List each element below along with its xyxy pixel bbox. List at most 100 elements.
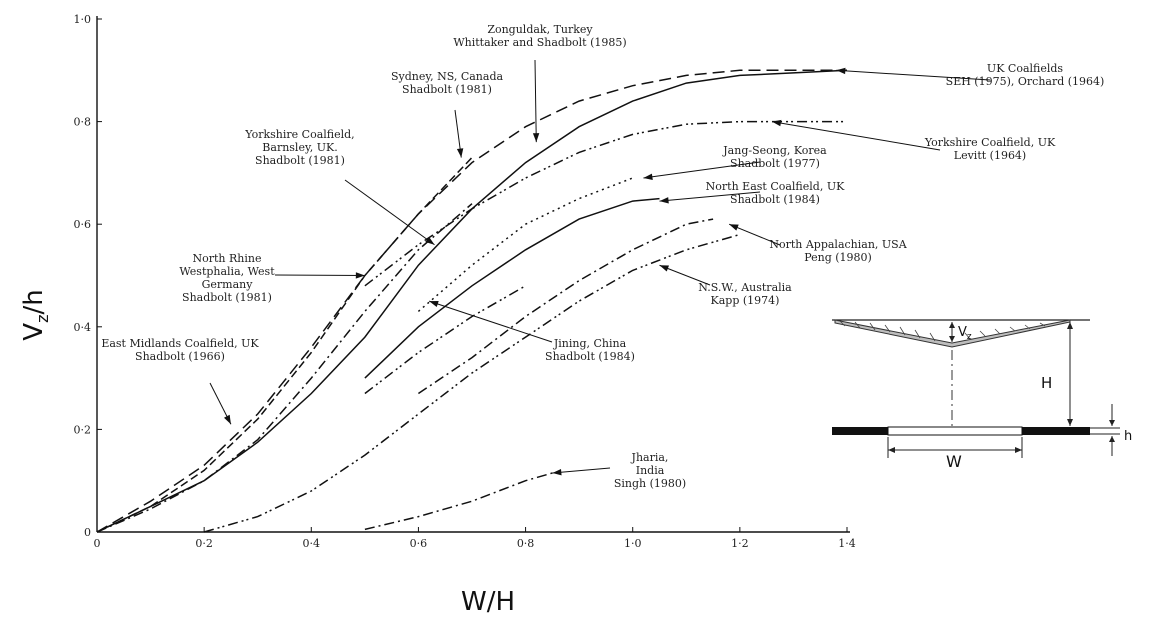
x-tick-label: 1·2 — [731, 537, 749, 550]
annotation-text-line: Jharia, — [631, 451, 669, 464]
series-line-rhine — [96, 156, 473, 533]
geometry-diagram: Vz H h W — [832, 319, 1132, 471]
annotation-text-line: North Rhine — [193, 252, 262, 265]
annotation-text-line: Yorkshire Coalfield, UK — [924, 136, 1056, 149]
series-line-emidlands — [96, 69, 847, 533]
annotation-text-line: Barnsley, UK. — [262, 141, 337, 154]
series-line-yorkshire-levitt — [364, 120, 847, 287]
x-tick-label: 0·8 — [517, 537, 535, 550]
annotation-text-line: UK Coalfields — [987, 62, 1064, 75]
y-tick-label: 0·6 — [74, 218, 92, 231]
annotation-text-line: Sydney, NS, Canada — [391, 70, 504, 83]
annotation-leader — [428, 300, 553, 343]
x-tick-label: 0·6 — [410, 537, 428, 550]
series-line-appalachian — [417, 218, 714, 395]
diagram-W-label: W — [946, 452, 962, 471]
diagram-seam-opening — [887, 426, 1023, 436]
x-tick-label: 0·4 — [303, 537, 321, 550]
annotation-leader — [836, 69, 991, 81]
annotation-leader — [552, 467, 611, 474]
annotation-arrowhead — [355, 272, 365, 279]
annotation-arrowhead — [643, 173, 653, 180]
x-ticks: 0 0·2 0·4 0·6 0·8 1·0 1·2 1·4 — [94, 527, 856, 550]
diagram-h-arrowhead-bottom — [1109, 436, 1115, 442]
annotation-arrowhead — [532, 133, 540, 143]
annotation-text-line: Shadbolt (1966) — [135, 350, 225, 363]
diagram-vz-arrowhead-bottom — [949, 336, 955, 342]
annotation-text-line: Shadbolt (1981) — [255, 154, 345, 167]
x-tick-label: 0·2 — [195, 537, 213, 550]
annotation-arrowhead — [456, 148, 464, 158]
diagram-seam-left — [832, 427, 888, 435]
annotation-text-line: N.S.W., Australia — [698, 281, 792, 294]
annotation-arrowhead — [659, 265, 669, 272]
annotation-text-line: North Appalachian, USA — [769, 238, 907, 251]
annotation-text-line: Yorkshire Coalfield, — [244, 128, 354, 141]
annotation-arrowhead — [425, 236, 435, 245]
diagram-H-label: H — [1041, 374, 1052, 392]
x-axis-title: W/H — [461, 587, 515, 617]
diagram-H-arrowhead-bottom — [1067, 419, 1073, 426]
y-axis-title-main: V — [19, 323, 49, 341]
diagram-seam-right — [1022, 427, 1090, 435]
annotation-text-line: Zonguldak, Turkey — [487, 23, 593, 36]
series-lines — [96, 69, 848, 533]
annotation-text-line: East Midlands Coalfield, UK — [101, 337, 259, 350]
annotation-arrowhead — [659, 197, 669, 204]
annotation-leader — [534, 59, 537, 143]
annotation-arrowhead — [552, 469, 562, 476]
annotation-text-line: Germany — [202, 278, 254, 291]
annotation-text-line: Shadbolt (1977) — [730, 157, 820, 170]
diagram-W-arrowhead-left — [888, 447, 895, 453]
annotation-text-line: Jang-Seong, Korea — [722, 144, 827, 157]
series-line-jharia — [364, 472, 553, 531]
annotation-arrowhead — [836, 67, 846, 75]
series-line-jining — [364, 285, 526, 395]
annotation-text-line: Singh (1980) — [614, 477, 686, 490]
annotation-leader — [771, 121, 941, 151]
annotation-text-line: Westphalia, West — [179, 265, 275, 278]
annotation-text-line: Shadbolt (1981) — [182, 291, 272, 304]
y-axis-title: Vz/h — [19, 289, 52, 340]
annotation-arrowhead — [729, 224, 739, 231]
y-tick-label: 0·8 — [74, 116, 92, 129]
series-line-jangseong — [417, 177, 633, 312]
diagram-H-arrowhead-top — [1067, 322, 1073, 329]
y-ticks: 0 0·2 0·4 0·6 0·8 1·0 — [74, 13, 102, 539]
y-tick-label: 0·2 — [74, 423, 92, 436]
diagram-h-label: h — [1124, 429, 1132, 444]
x-tick-label: 1·4 — [838, 537, 856, 550]
annotation-leader — [728, 223, 781, 246]
axes — [96, 16, 850, 533]
y-axis-title-tail: /h — [19, 289, 49, 314]
annotation-arrowhead — [772, 119, 782, 127]
x-tick-label: 0 — [94, 537, 101, 550]
annotation-text-line: North East Coalfield, UK — [706, 180, 845, 193]
annotation-arrowhead — [429, 301, 439, 307]
annotation-text-line: Jining, China — [553, 337, 627, 350]
x-tick-label: 1·0 — [624, 537, 642, 550]
annotation-text-line: Peng (1980) — [804, 251, 872, 264]
annotation-text-line: Levitt (1964) — [954, 149, 1026, 162]
annotation-leader — [344, 179, 435, 246]
annotation-leader — [643, 161, 761, 179]
y-tick-label: 0 — [84, 526, 91, 539]
annotation-leader — [274, 274, 365, 276]
annotation-text-line: Shadbolt (1984) — [545, 350, 635, 363]
diagram-vz-label: Vz — [958, 325, 972, 342]
annotation-arrowhead — [224, 414, 231, 425]
annotation-text-line: Shadbolt (1981) — [402, 83, 492, 96]
series-line-nsw — [203, 233, 741, 533]
annotation-text-line: Kapp (1974) — [711, 294, 780, 307]
